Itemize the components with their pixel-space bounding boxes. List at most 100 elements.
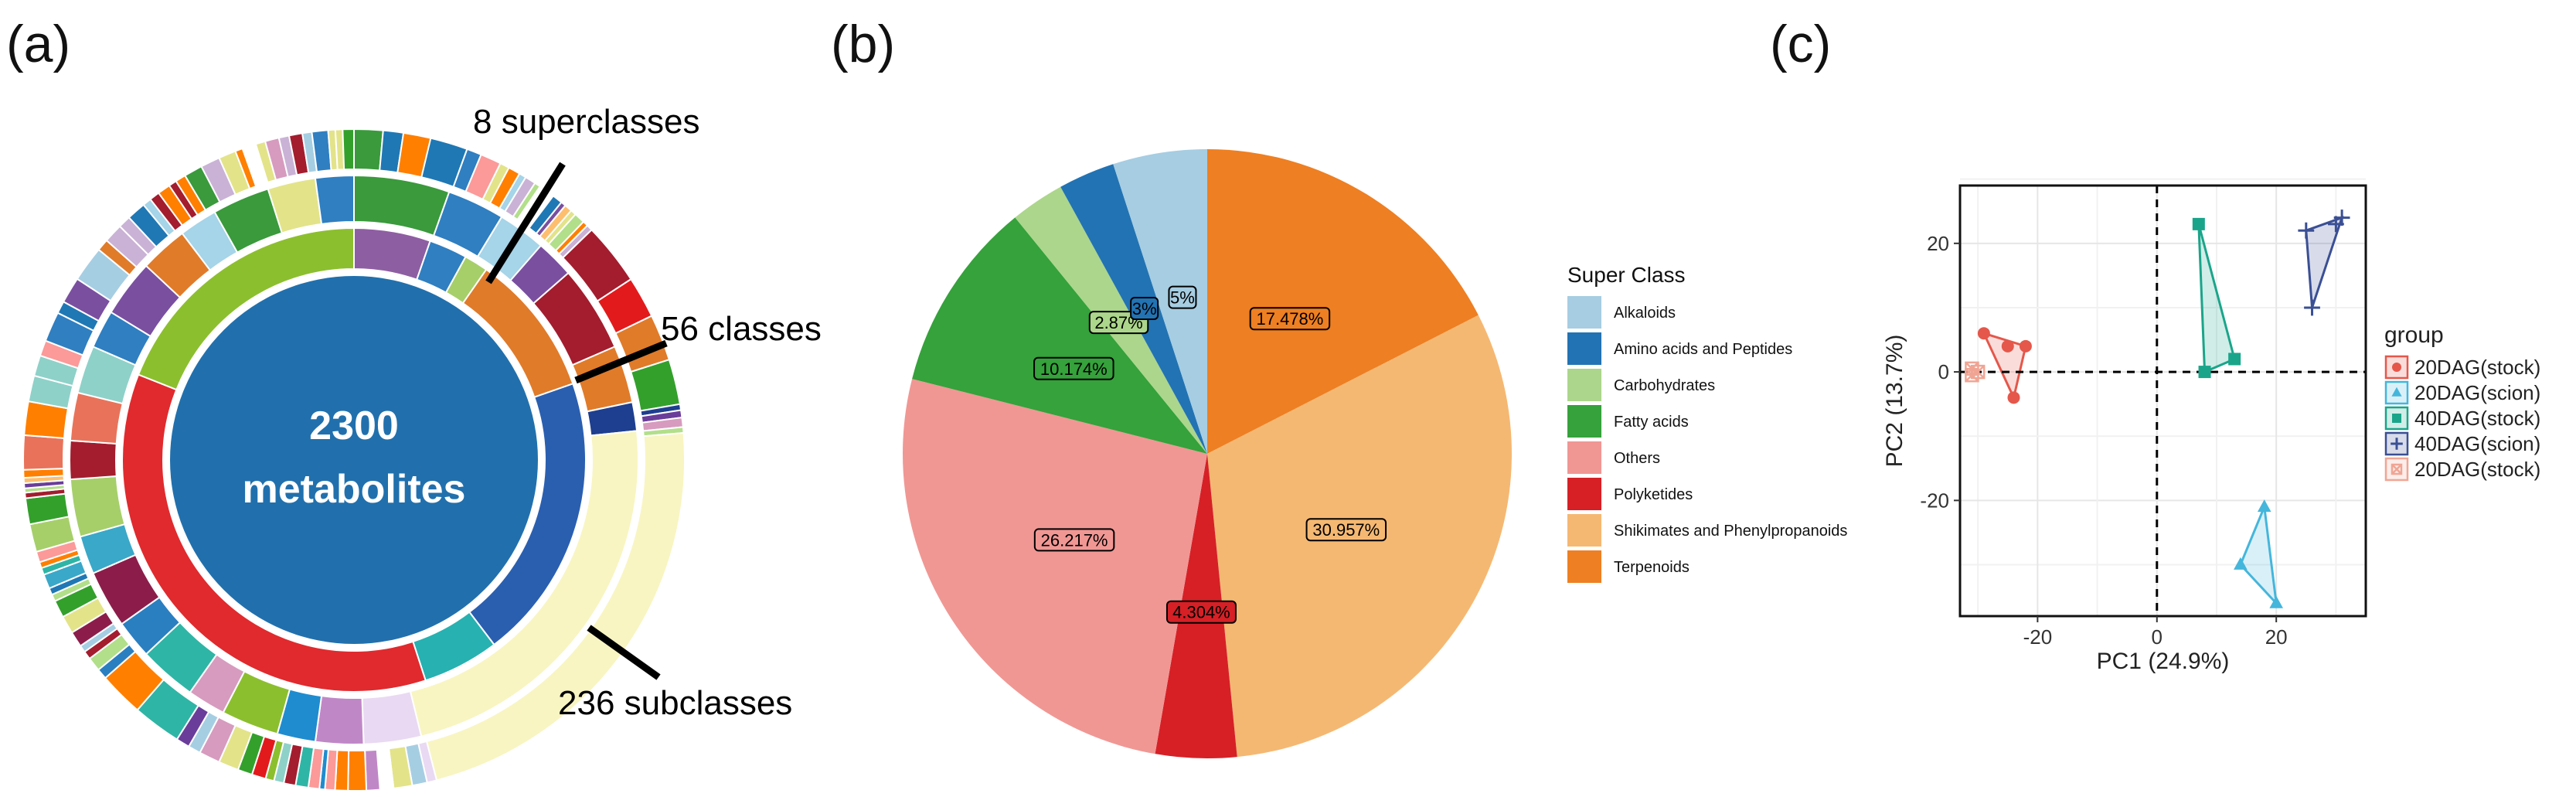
subclass-callout-line — [587, 625, 661, 680]
pie-data-label: 4.304% — [1172, 603, 1230, 622]
panel-c-label: (c) — [1770, 15, 1831, 73]
center-caption: metabolites — [243, 467, 466, 512]
pie — [903, 149, 1512, 758]
center-disc — [170, 276, 538, 644]
pca-point — [2298, 222, 2315, 239]
pca-legend: 20DAG(stock)20DAG(scion)40DAG(stock)40DA… — [2384, 355, 2540, 482]
pca-ticks: -20 0 20 -20 0 20 — [1920, 232, 2287, 649]
pie-slice — [912, 217, 1207, 454]
pca-legend-key — [2384, 380, 2409, 405]
pca-point — [2228, 353, 2241, 366]
pca-hulls — [1970, 216, 2344, 607]
pie-legend-swatch — [1567, 514, 1601, 547]
pca-point — [2007, 391, 2020, 404]
pca-x-tick-label: -20 — [2023, 625, 2053, 649]
panel-b: (b) 17.478%30.957%4.304%26.217%10.174%2.… — [831, 15, 1847, 758]
pca-x-axis-label: PC1 (24.9%) — [2097, 649, 2230, 674]
class-segment — [361, 690, 423, 745]
pie-legend-swatch — [1567, 441, 1601, 474]
pca-y-axis-label: PC2 (13.7%) — [1882, 335, 1907, 468]
pie-slice — [1113, 149, 1207, 454]
class-segment — [69, 439, 117, 481]
pie-legend-label: Terpenoids — [1614, 559, 1690, 576]
panel-a: (a) 2300 metabolites 8 superclasses 56 c… — [6, 15, 822, 792]
pie-legend-label: Fatty acids — [1614, 414, 1689, 431]
subclass-ring — [22, 128, 686, 792]
pca-hull — [2239, 502, 2278, 607]
pie-legend-title: Super Class — [1567, 263, 1686, 287]
pie-legend-swatch — [1567, 405, 1601, 438]
superclass-segment — [137, 226, 355, 391]
class-callout-line — [574, 339, 668, 384]
pie-data-label: 10.174% — [1040, 359, 1108, 379]
pca-hull — [2305, 216, 2344, 308]
pca-point — [1965, 367, 1979, 383]
pie-data-label: 26.217% — [1041, 530, 1108, 550]
pie-legend-label: Others — [1614, 450, 1660, 467]
pca-legend-label: 20DAG(scion) — [2414, 381, 2540, 404]
pie-label-box — [1305, 518, 1387, 542]
subclass-segment — [364, 748, 381, 792]
pca-y-tick-label: 20 — [1927, 232, 1949, 255]
pca-points — [1965, 209, 2350, 608]
pca-legend-label: 20DAG(stock) — [2414, 356, 2540, 379]
pie-label-box — [1165, 600, 1237, 624]
pca-point — [2391, 438, 2403, 450]
pca-point — [2019, 339, 2032, 353]
pca-y-tick-label: 0 — [1938, 360, 1949, 383]
subclass-callout-label: 236 subclasses — [558, 684, 792, 722]
subclass-segment — [353, 128, 384, 172]
pca-legend-key — [2384, 355, 2409, 380]
pca-point — [2001, 339, 2014, 353]
pie-label-box — [1033, 356, 1114, 380]
panel-c: (c) -20 0 20 -20 0 20 PC1 (24.9%) PC2 (13.7%)… — [1770, 15, 2540, 674]
subclass-segment — [347, 749, 368, 792]
superclass-callout-line — [485, 162, 566, 284]
subclass-segment — [342, 128, 355, 171]
pie-legend-label: Carbohydrates — [1614, 377, 1715, 394]
pie-legend-swatch — [1567, 478, 1601, 510]
pca-point — [2198, 366, 2211, 379]
pca-zero-lines — [1960, 186, 2366, 616]
pie-label-box — [1033, 528, 1115, 552]
panel-b-label: (b) — [831, 15, 895, 73]
pca-point — [2257, 499, 2271, 513]
pca-point — [2234, 557, 2248, 570]
pca-point — [2192, 217, 2205, 230]
pca-point — [2392, 414, 2401, 423]
class-segment — [353, 174, 451, 237]
pie-slice — [1207, 149, 1479, 454]
pca-x-tick-label: 0 — [2152, 625, 2163, 649]
pie-legend-label: Shikimates and Phenylpropanoids — [1614, 523, 1847, 540]
subclass-segment — [22, 434, 66, 471]
pca-point — [2392, 363, 2401, 372]
pca-x-tick-label: 20 — [2265, 625, 2288, 649]
pca-legend-label: 40DAG(stock) — [2414, 407, 2540, 430]
panel-a-label: (a) — [6, 15, 70, 73]
class-segment — [314, 695, 365, 745]
pca-plot-frame — [1958, 184, 2367, 618]
class-callout-label: 56 classes — [661, 310, 822, 348]
superclass-segment — [121, 373, 427, 693]
pie-legend-swatch — [1567, 550, 1601, 583]
pie-data-label: 5% — [1170, 288, 1195, 308]
pie-label-box — [1168, 285, 1197, 309]
pie-slice — [903, 379, 1207, 754]
pie-legend-swatch — [1567, 332, 1601, 365]
pie-legend-label: Amino acids and Peptides — [1614, 341, 1792, 358]
pca-legend-label: 20DAG(stock) — [2414, 458, 2540, 481]
superclass-callout-label: 8 superclasses — [473, 103, 699, 141]
pie-label-box — [1249, 307, 1331, 331]
pca-point — [1977, 327, 1990, 340]
pca-legend-title: group — [2384, 322, 2444, 348]
pca-hull — [2197, 223, 2236, 374]
pca-point — [2328, 216, 2344, 233]
superclass-ring — [121, 226, 587, 693]
pie-labels: 17.478%30.957%4.304%26.217%10.174%2.87%3… — [1033, 285, 1387, 624]
pca-point — [2391, 387, 2402, 397]
pie-label-box — [1130, 296, 1159, 320]
pie-legend-swatch — [1567, 296, 1601, 329]
pca-y-tick-label: -20 — [1920, 489, 1949, 512]
pca-point — [2391, 463, 2403, 475]
